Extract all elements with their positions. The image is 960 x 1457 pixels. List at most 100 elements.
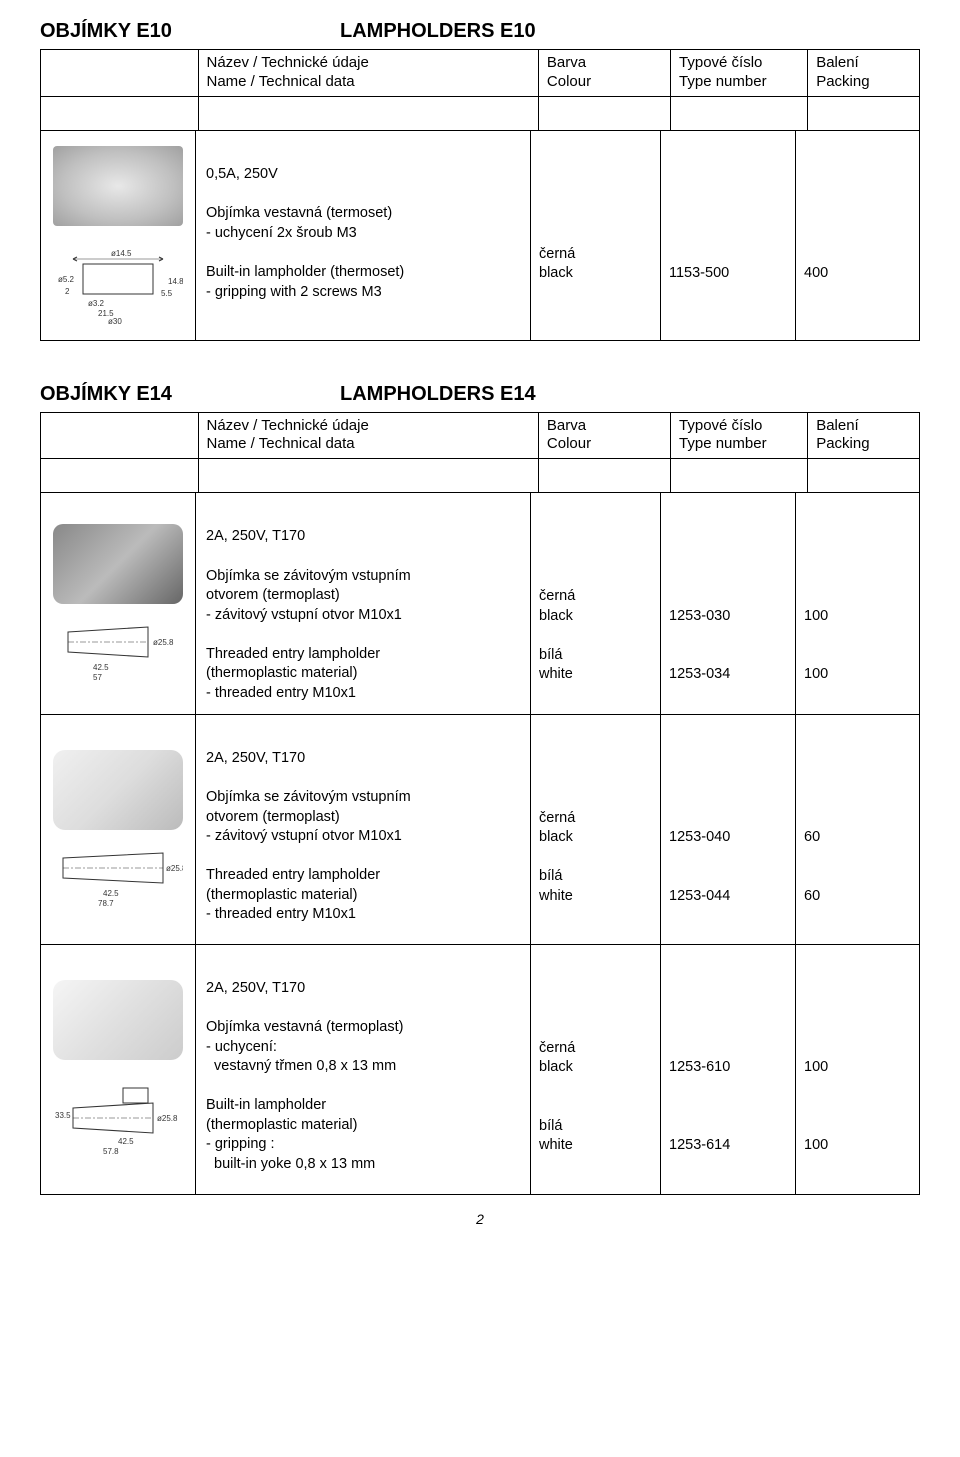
product-colour-cell: černá black bílá white <box>531 493 661 714</box>
name-en-line2: (thermoplastic material) <box>206 1116 520 1136</box>
hdr-name-en: Name / Technical data <box>207 73 355 90</box>
product-type-cell: 1253-610 1253-614 <box>661 945 796 1194</box>
colour-en: black <box>539 607 652 627</box>
hdr-pack-en: Packing <box>816 73 869 90</box>
type-number: 1253-614 <box>669 1136 787 1156</box>
product-image-cell: ø14.5 ø5.2 ø3.2 21.5 ø30 14.8 5.5 2 <box>41 131 196 340</box>
dim-l1: 42.5 <box>103 889 119 898</box>
product-name-cell: 2A, 250V, T170 Objímka se závitovým vstu… <box>196 493 531 714</box>
dim-h1: 33.5 <box>55 1111 71 1120</box>
product-colour-cell: černá black <box>531 131 661 340</box>
pack-qty: 100 <box>804 1136 911 1156</box>
hdr-name-cz: Název / Technické údaje <box>207 417 369 434</box>
name-cz-line1: Objímka se závitovým vstupním <box>206 788 520 808</box>
colour-cz: bílá <box>539 646 652 666</box>
dim-h1: 14.8 <box>168 277 183 286</box>
product-photo <box>53 750 183 830</box>
name-cz-line3: - závitový vstupní otvor M10x1 <box>206 606 520 626</box>
dim-h3: 2 <box>65 287 70 296</box>
dim-dia: ø25.8 <box>153 638 174 647</box>
product-row-e14-3: ø25.8 42.5 57.8 33.5 2A, 250V, T170 Objí… <box>40 945 920 1195</box>
product-type-cell: 1253-030 1253-034 <box>661 493 796 714</box>
name-cz-line1: Objímka vestavná (termoset) <box>206 204 520 224</box>
type-number: 1253-610 <box>669 1058 787 1078</box>
title-en-e10: LAMPHOLDERS E10 <box>340 20 536 43</box>
hdr-name-en: Name / Technical data <box>207 435 355 452</box>
pack-qty: 100 <box>804 607 911 627</box>
dim-d1: ø14.5 <box>111 249 132 258</box>
type-number: 1253-030 <box>669 607 787 627</box>
hdr-type-en: Type number <box>679 435 767 452</box>
colour-cz: černá <box>539 809 652 829</box>
name-cz-line2: - uchycení 2x šroub M3 <box>206 224 520 244</box>
product-image-cell: ø25.8 42.5 78.7 <box>41 715 196 944</box>
hdr-type-cz: Typové číslo <box>679 54 762 71</box>
dim-dia: ø25.8 <box>157 1114 178 1123</box>
page-number: 2 <box>40 1211 920 1227</box>
header-table-e14: Název / Technické údaje Name / Technical… <box>40 412 920 494</box>
colour-en: black <box>539 264 652 284</box>
rating: 0,5A, 250V <box>206 165 520 185</box>
section-e10-titles: OBJÍMKY E10 LAMPHOLDERS E10 <box>40 20 920 43</box>
dim-d3: ø3.2 <box>88 299 105 308</box>
product-colour-cell: černá black bílá white <box>531 715 661 944</box>
product-row-e10-1: ø14.5 ø5.2 ø3.2 21.5 ø30 14.8 5.5 2 0,5A… <box>40 131 920 341</box>
product-image-cell: ø25.8 42.5 57 <box>41 493 196 714</box>
hdr-name-cz: Název / Technické údaje <box>207 54 369 71</box>
product-pack-cell: 100 100 <box>796 945 919 1194</box>
product-pack-cell: 400 <box>796 131 919 340</box>
product-type-cell: 1253-040 1253-044 <box>661 715 796 944</box>
section-e14-titles: OBJÍMKY E14 LAMPHOLDERS E14 <box>40 383 920 406</box>
product-type-cell: 1153-500 <box>661 131 796 340</box>
name-cz-line2: otvorem (termoplast) <box>206 808 520 828</box>
hdr-colour-en: Colour <box>547 73 591 90</box>
pack-qty: 400 <box>804 264 911 284</box>
name-en-line3: - threaded entry M10x1 <box>206 905 520 925</box>
colour-en: white <box>539 665 652 685</box>
dim-l1: 42.5 <box>118 1137 134 1146</box>
hdr-colour-en: Colour <box>547 435 591 452</box>
product-image-cell: ø25.8 42.5 57.8 33.5 <box>41 945 196 1194</box>
product-row-e14-2: ø25.8 42.5 78.7 2A, 250V, T170 Objímka s… <box>40 715 920 945</box>
colour-en: white <box>539 887 652 907</box>
pack-qty: 60 <box>804 887 911 907</box>
name-cz-line3: - závitový vstupní otvor M10x1 <box>206 827 520 847</box>
type-number: 1253-034 <box>669 665 787 685</box>
dim-d4: ø30 <box>108 317 122 324</box>
name-cz-line1: Objímka se závitovým vstupním <box>206 567 520 587</box>
name-en-line2: (thermoplastic material) <box>206 886 520 906</box>
dim-l1: 42.5 <box>93 663 109 672</box>
product-pack-cell: 100 100 <box>796 493 919 714</box>
product-pack-cell: 60 60 <box>796 715 919 944</box>
rating: 2A, 250V, T170 <box>206 749 520 769</box>
name-en-line1: Threaded entry lampholder <box>206 866 520 886</box>
name-en-line1: Built-in lampholder (thermoset) <box>206 263 520 283</box>
type-number: 1253-040 <box>669 828 787 848</box>
product-colour-cell: černá black bílá white <box>531 945 661 1194</box>
colour-en: white <box>539 1136 652 1156</box>
product-photo <box>53 980 183 1060</box>
colour-en: black <box>539 1058 652 1078</box>
type-number: 1153-500 <box>669 264 787 284</box>
colour-cz: černá <box>539 587 652 607</box>
product-name-cell: 2A, 250V, T170 Objímka se závitovým vstu… <box>196 715 531 944</box>
name-en-line2: (thermoplastic material) <box>206 664 520 684</box>
colour-cz: bílá <box>539 867 652 887</box>
product-photo <box>53 146 183 226</box>
name-en-line3: - gripping : <box>206 1135 520 1155</box>
pack-qty: 60 <box>804 828 911 848</box>
colour-cz: černá <box>539 245 652 265</box>
dim-dia: ø25.8 <box>166 864 183 873</box>
dim-h2: 5.5 <box>161 289 173 298</box>
name-cz-line2: - uchycení: <box>206 1038 520 1058</box>
product-name-cell: 0,5A, 250V Objímka vestavná (termoset) -… <box>196 131 531 340</box>
name-cz-line3: vestavný třmen 0,8 x 13 mm <box>206 1057 520 1077</box>
dim-d2: ø5.2 <box>58 275 75 284</box>
name-cz-line2: otvorem (termoplast) <box>206 586 520 606</box>
rating: 2A, 250V, T170 <box>206 527 520 547</box>
dim-l2: 78.7 <box>98 899 114 908</box>
hdr-colour-cz: Barva <box>547 54 586 71</box>
name-en-line3: - threaded entry M10x1 <box>206 684 520 704</box>
title-cz-e10: OBJÍMKY E10 <box>40 20 340 43</box>
type-number: 1253-044 <box>669 887 787 907</box>
